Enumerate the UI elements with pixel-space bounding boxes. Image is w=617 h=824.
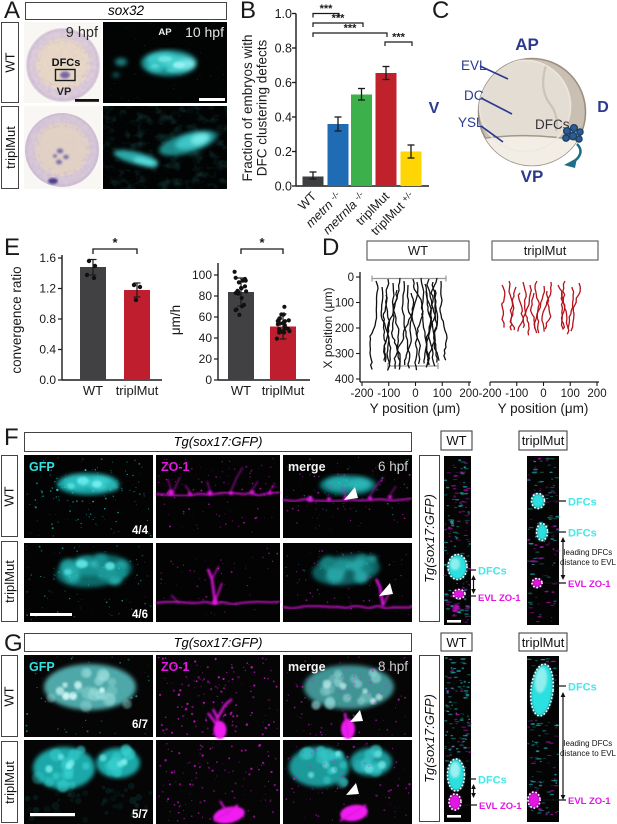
svg-text:ZO-1: ZO-1 bbox=[161, 660, 190, 674]
svg-text:D: D bbox=[597, 99, 609, 116]
svg-text:0.8: 0.8 bbox=[39, 312, 56, 326]
svg-text:100: 100 bbox=[192, 268, 212, 282]
svg-text:6 hpf: 6 hpf bbox=[378, 459, 408, 474]
svg-text:-200: -200 bbox=[350, 388, 373, 400]
svg-text:DFCs: DFCs bbox=[568, 497, 597, 509]
svg-text:merge: merge bbox=[288, 660, 326, 674]
svg-text:EVL ZO-1: EVL ZO-1 bbox=[479, 801, 522, 812]
svg-text:leading DFCs: leading DFCs bbox=[564, 739, 612, 748]
svg-text:4/4: 4/4 bbox=[132, 525, 149, 537]
svg-text:-100: -100 bbox=[377, 388, 400, 400]
svg-text:200: 200 bbox=[459, 388, 478, 400]
svg-text:*: * bbox=[112, 235, 118, 250]
svg-text:0.0: 0.0 bbox=[39, 373, 56, 387]
svg-text:0: 0 bbox=[205, 373, 212, 387]
svg-text:triplMut: triplMut bbox=[522, 635, 565, 650]
svg-text:WT: WT bbox=[83, 383, 103, 398]
svg-text:DC: DC bbox=[464, 88, 484, 103]
svg-text:leading DFCs: leading DFCs bbox=[564, 548, 612, 557]
svg-text:40: 40 bbox=[199, 331, 213, 345]
svg-text:convergence ratio: convergence ratio bbox=[9, 266, 24, 373]
svg-text:WT: WT bbox=[446, 635, 466, 650]
svg-text:EVL: EVL bbox=[461, 58, 487, 73]
svg-text:DFCs: DFCs bbox=[478, 566, 507, 578]
svg-text:-200: -200 bbox=[478, 388, 501, 400]
svg-text:10 hpf: 10 hpf bbox=[185, 24, 224, 40]
svg-text:1.0: 1.0 bbox=[275, 7, 292, 21]
svg-text:0.2: 0.2 bbox=[275, 145, 292, 159]
svg-text:DFCs: DFCs bbox=[52, 57, 81, 69]
svg-text:VP: VP bbox=[57, 86, 72, 98]
svg-text:EVL ZO-1: EVL ZO-1 bbox=[478, 593, 521, 604]
svg-text:YSL: YSL bbox=[458, 115, 484, 130]
svg-text:9 hpf: 9 hpf bbox=[66, 25, 99, 41]
svg-text:0.8: 0.8 bbox=[275, 42, 292, 56]
svg-text:DFCs: DFCs bbox=[568, 682, 597, 694]
svg-text:EVL ZO-1: EVL ZO-1 bbox=[568, 796, 611, 807]
svg-text:400: 400 bbox=[335, 374, 354, 386]
svg-text:distance to EVL: distance to EVL bbox=[560, 749, 617, 758]
svg-text:Fraction of embryos with: Fraction of embryos with bbox=[240, 34, 255, 181]
svg-text:GFP: GFP bbox=[29, 460, 55, 474]
svg-text:triplMut: triplMut bbox=[116, 383, 159, 398]
svg-text:triplMut: triplMut bbox=[524, 243, 567, 258]
svg-text:1.6: 1.6 bbox=[39, 251, 56, 265]
svg-text:VP: VP bbox=[521, 167, 544, 186]
svg-text:WT: WT bbox=[446, 433, 466, 448]
svg-text:WT: WT bbox=[231, 383, 251, 398]
svg-text:200: 200 bbox=[335, 323, 354, 335]
svg-text:300: 300 bbox=[335, 349, 354, 361]
svg-text:***: *** bbox=[344, 23, 358, 35]
svg-text:merge: merge bbox=[288, 460, 326, 474]
svg-text:DFCs: DFCs bbox=[478, 775, 507, 787]
svg-text:200: 200 bbox=[587, 388, 606, 400]
svg-text:μm/h: μm/h bbox=[168, 305, 183, 335]
svg-text:Y position (μm): Y position (μm) bbox=[498, 401, 589, 416]
svg-text:0: 0 bbox=[540, 388, 546, 400]
svg-text:***: *** bbox=[332, 13, 346, 25]
svg-text:DFCs: DFCs bbox=[535, 117, 570, 132]
svg-text:8 hpf: 8 hpf bbox=[378, 659, 408, 674]
svg-text:-100: -100 bbox=[505, 388, 528, 400]
svg-text:100: 100 bbox=[561, 388, 580, 400]
svg-text:EVL ZO-1: EVL ZO-1 bbox=[568, 579, 611, 590]
svg-text:80: 80 bbox=[199, 289, 213, 303]
svg-text:DFC clustering defects: DFC clustering defects bbox=[255, 39, 270, 176]
svg-text:0.0: 0.0 bbox=[275, 180, 292, 194]
svg-text:0: 0 bbox=[412, 388, 418, 400]
svg-text:0.4: 0.4 bbox=[275, 111, 292, 125]
svg-text:*: * bbox=[259, 235, 265, 250]
svg-text:DFCs: DFCs bbox=[568, 528, 597, 540]
svg-text:4/6: 4/6 bbox=[132, 609, 148, 621]
svg-text:***: *** bbox=[320, 3, 334, 15]
svg-text:0: 0 bbox=[348, 272, 354, 284]
svg-text:5/7: 5/7 bbox=[132, 809, 148, 821]
svg-text:X position (μm): X position (μm) bbox=[321, 288, 335, 369]
svg-text:0.6: 0.6 bbox=[275, 76, 292, 90]
svg-text:0.4: 0.4 bbox=[39, 343, 56, 357]
svg-text:Y position (μm): Y position (μm) bbox=[370, 401, 461, 416]
svg-text:WT: WT bbox=[408, 243, 428, 258]
svg-text:triplMut: triplMut bbox=[262, 383, 305, 398]
svg-text:AP: AP bbox=[158, 27, 172, 38]
svg-text:V: V bbox=[429, 100, 440, 117]
svg-text:AP: AP bbox=[515, 35, 539, 54]
svg-text:1.2: 1.2 bbox=[39, 282, 56, 296]
svg-text:20: 20 bbox=[199, 352, 213, 366]
svg-text:6/7: 6/7 bbox=[132, 719, 148, 731]
svg-text:distance to EVL: distance to EVL bbox=[560, 558, 617, 567]
svg-text:GFP: GFP bbox=[29, 660, 55, 674]
svg-text:***: *** bbox=[392, 32, 406, 44]
svg-text:100: 100 bbox=[335, 298, 354, 310]
svg-text:triplMut: triplMut bbox=[522, 433, 565, 448]
svg-text:60: 60 bbox=[199, 310, 213, 324]
svg-text:100: 100 bbox=[433, 388, 452, 400]
svg-text:ZO-1: ZO-1 bbox=[161, 460, 190, 474]
